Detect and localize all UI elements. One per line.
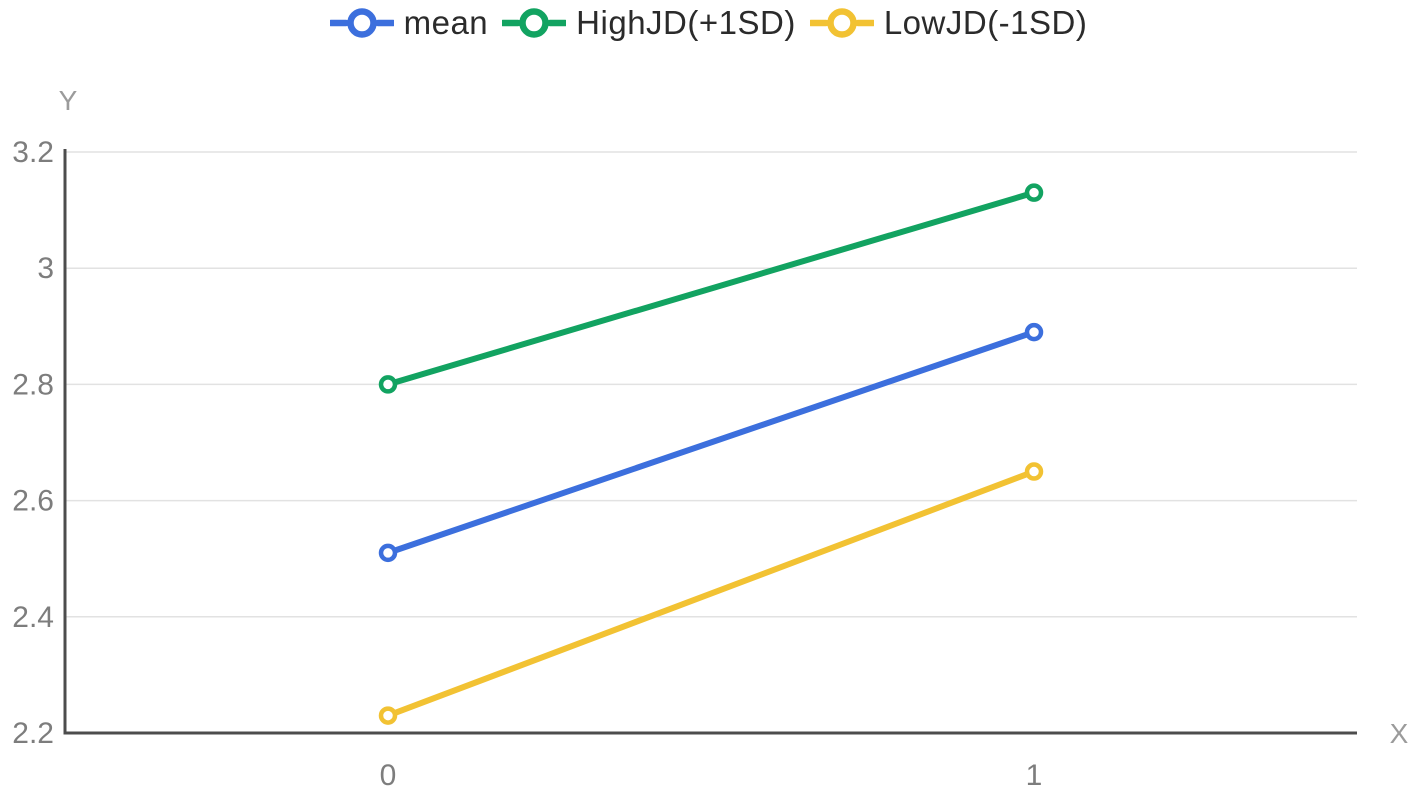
data-point-highjd-1sd-1	[1024, 183, 1044, 202]
data-point-mean-0	[378, 543, 398, 563]
data-point-lowjd-1sd-1	[1024, 462, 1044, 481]
data-point-mean-1	[1024, 322, 1044, 342]
legend-marker-lowjd-icon	[809, 8, 874, 38]
y-tick-label: 3.2	[12, 136, 54, 169]
y-tick-label: 2.2	[12, 717, 54, 750]
legend-label-mean: mean	[403, 4, 489, 41]
series-line-highjd-1sd	[385, 189, 1037, 388]
x-tick-label: 0	[380, 759, 397, 792]
y-tick-label: 2.8	[12, 368, 54, 401]
data-point-lowjd-1sd-0	[378, 706, 398, 725]
legend-marker-circle	[519, 8, 549, 38]
chart-legend: mean HighJD(+1SD) LowJD(-1SD)	[0, 4, 1417, 42]
legend-marker-circle	[827, 8, 857, 38]
x-tick-label: 1	[1026, 759, 1043, 792]
series-line-mean	[385, 329, 1037, 556]
legend-marker-highjd-icon	[502, 8, 567, 38]
legend-label-lowjd: LowJD(-1SD)	[883, 4, 1088, 41]
legend-item-highjd: HighJD(+1SD)	[502, 4, 796, 42]
x-axis-title: X	[1390, 718, 1409, 749]
y-tick-label: 3	[37, 252, 54, 285]
legend-marker-mean-icon	[329, 8, 394, 38]
series-line-lowjd-1sd	[385, 468, 1037, 719]
legend-marker-circle	[346, 8, 377, 38]
legend-label-highjd: HighJD(+1SD)	[576, 4, 796, 41]
legend-item-lowjd: LowJD(-1SD)	[809, 4, 1088, 42]
data-point-highjd-1sd-0	[378, 375, 398, 394]
y-tick-label: 2.6	[12, 485, 54, 518]
y-axis-title: Y	[59, 85, 78, 116]
y-tick-label: 2.4	[12, 601, 54, 634]
legend-item-mean: mean	[329, 4, 489, 42]
